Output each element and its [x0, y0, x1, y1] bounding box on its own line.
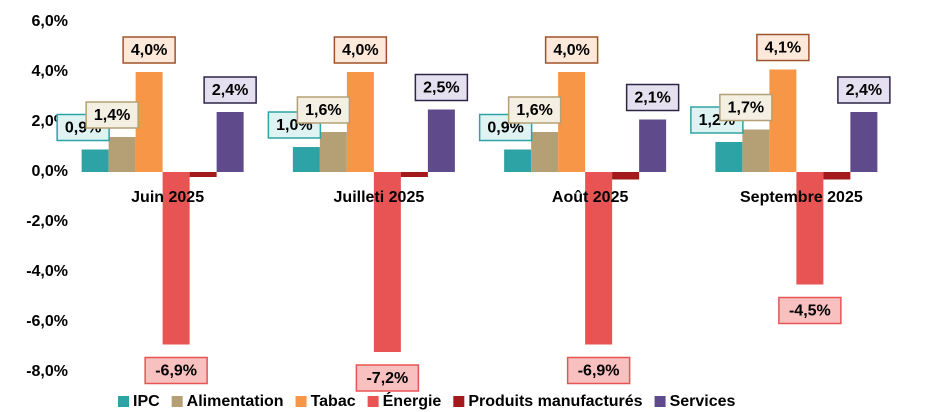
x-tick-label: Août 2025: [552, 189, 629, 206]
legend-label: Énergie: [383, 391, 442, 410]
value-label: 4,0%: [553, 42, 589, 59]
bar: [292, 147, 320, 172]
legend-label: Alimentation: [187, 393, 284, 410]
value-label: 2,1%: [634, 90, 670, 107]
x-tick-label: Juilleti 2025: [334, 189, 425, 206]
legend-swatch: [654, 396, 666, 407]
legend-swatch: [118, 396, 129, 407]
value-label-box: [544, 36, 599, 64]
legend-label: IPC: [133, 393, 160, 410]
value-label: 1,6%: [516, 102, 552, 119]
value-label: 4,1%: [765, 40, 801, 57]
bar: [823, 172, 851, 180]
value-label: 4,0%: [342, 42, 378, 59]
value-label-box: [478, 113, 533, 142]
value-label: 4,0%: [131, 42, 167, 59]
value-label-box: [837, 76, 891, 104]
y-tick-label: 0,0%: [32, 163, 68, 180]
value-label-box: [719, 93, 773, 122]
bar: [346, 72, 374, 172]
legend-swatch: [367, 396, 379, 407]
bar: [319, 132, 347, 172]
legend-label: Produits manufacturés: [468, 393, 642, 410]
bar: [373, 172, 401, 352]
value-label-box: [355, 364, 420, 392]
bar: [558, 72, 586, 172]
value-label: -6,9%: [578, 363, 620, 380]
value-label-box: [203, 76, 257, 104]
bar: [796, 172, 824, 285]
value-label: 2,4%: [212, 82, 248, 99]
bar: [585, 172, 613, 345]
legend-swatch: [171, 396, 183, 407]
y-tick-label: -4,0%: [26, 263, 68, 280]
bar: [612, 172, 640, 180]
bar: [162, 172, 190, 345]
bar: [504, 149, 532, 172]
value-label-box: [507, 96, 562, 124]
legend-swatch: [295, 396, 307, 407]
bar: [531, 132, 559, 172]
bar: [427, 109, 455, 172]
y-tick-label: -2,0%: [26, 213, 68, 230]
x-tick-label: Septembre 2025: [740, 189, 863, 206]
value-label-box: [296, 96, 351, 124]
bar: [769, 69, 797, 172]
value-label-box: [414, 73, 469, 102]
value-label-box: [333, 36, 388, 64]
bar: [135, 72, 163, 172]
y-tick-label: -6,0%: [26, 313, 68, 330]
bar: [400, 172, 428, 177]
bar: [715, 142, 743, 172]
bar: [850, 112, 878, 172]
y-tick-label: -8,0%: [26, 363, 68, 380]
x-tick-label: Juin 2025: [131, 189, 204, 206]
value-label-box: [566, 356, 631, 385]
bar: [639, 119, 667, 172]
bar: [108, 137, 136, 172]
legend-label: Tabac: [311, 393, 356, 410]
value-label: -7,2%: [366, 370, 408, 387]
value-label-box: [778, 296, 842, 325]
value-label-box: [625, 83, 680, 112]
value-label-box: [756, 33, 810, 62]
bar: [742, 129, 770, 172]
value-label: 2,4%: [846, 82, 882, 99]
value-label: 1,7%: [728, 100, 764, 117]
value-label-box: [144, 356, 208, 385]
value-label-box: [85, 101, 139, 129]
bar: [81, 149, 109, 172]
y-tick-label: 4,0%: [32, 63, 68, 80]
value-label-box: [122, 36, 176, 64]
value-label: 1,4%: [94, 107, 130, 124]
value-label: -4,5%: [789, 303, 831, 320]
legend-label: Services: [670, 393, 736, 410]
value-label: -6,9%: [155, 363, 197, 380]
bar: [216, 112, 244, 172]
value-label: 1,6%: [305, 102, 341, 119]
value-label: 0,9%: [487, 120, 523, 137]
y-tick-label: 6,0%: [32, 13, 68, 30]
legend-swatch: [453, 396, 465, 407]
bar: [189, 172, 217, 177]
value-label: 2,5%: [423, 80, 459, 97]
